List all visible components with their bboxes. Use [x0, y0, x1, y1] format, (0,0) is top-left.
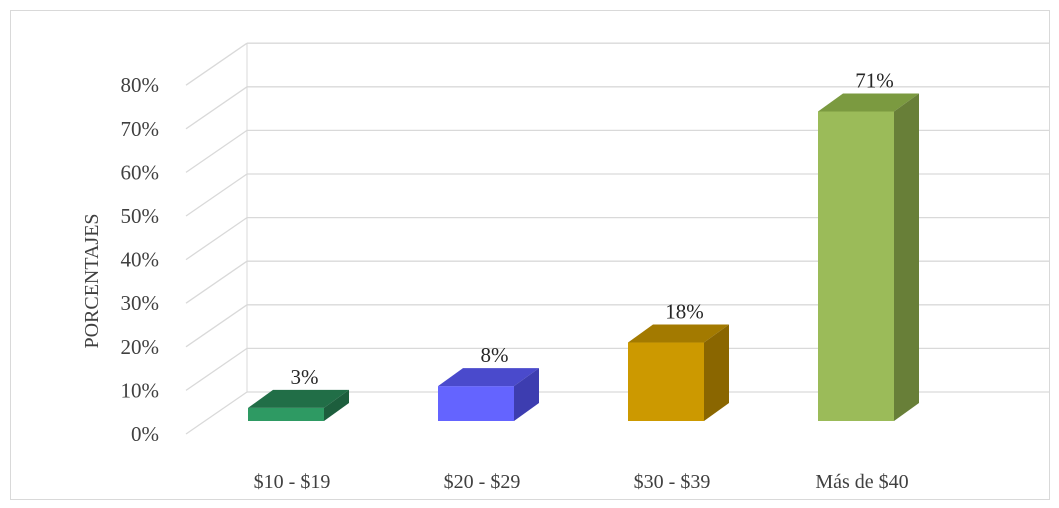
data-labels: 3% 8% 18% 71% — [291, 68, 894, 388]
bar-chart: 0% 10% 20% 30% 40% 50% 60% 70% 80% $10 - $19 $20 … — [11, 11, 1049, 499]
y-axis-ticks: 0% 10% 20% 30% 40% 50% 60% 70% 80% — [121, 73, 160, 446]
bar-1 — [248, 390, 349, 421]
data-label: 8% — [481, 343, 509, 367]
gridline-side-60 — [186, 130, 247, 172]
bar-front-face — [628, 343, 704, 421]
gridline-side-50 — [186, 174, 247, 216]
y-tick-label: 30% — [121, 291, 160, 315]
x-axis-categories: $10 - $19 $20 - $29 $30 - $39 Más de $40 — [254, 471, 909, 493]
x-category-label: $10 - $19 — [254, 471, 331, 493]
bar-front-face — [248, 408, 324, 421]
bar-front-face — [818, 111, 894, 421]
data-label: 3% — [291, 365, 319, 389]
bar-front-face — [438, 386, 514, 421]
bar-2 — [438, 368, 539, 421]
y-axis-title: PORCENTAJES — [81, 213, 103, 348]
gridline-side-40 — [186, 218, 247, 260]
gridline-side-30 — [186, 261, 247, 303]
y-tick-label: 40% — [121, 248, 160, 272]
gridline-side-20 — [186, 305, 247, 347]
y-tick-label: 60% — [121, 160, 160, 184]
x-category-label: Más de $40 — [815, 471, 908, 493]
chart-area: 0% 10% 20% 30% 40% 50% 60% 70% 80% $10 - $19 $20 … — [10, 10, 1050, 500]
bar-4 — [818, 93, 919, 421]
data-label: 18% — [665, 300, 704, 324]
y-tick-label: 50% — [121, 204, 160, 228]
gridline-side-0 — [186, 392, 247, 434]
x-category-label: $30 - $39 — [634, 471, 711, 493]
gridline-side-70 — [186, 87, 247, 129]
y-tick-label: 20% — [121, 335, 160, 359]
bar-side-face — [894, 93, 919, 421]
gridline-side-10 — [186, 348, 247, 390]
y-tick-label: 70% — [121, 117, 160, 141]
y-tick-label: 0% — [131, 422, 159, 446]
data-label: 71% — [855, 68, 894, 92]
x-category-label: $20 - $29 — [444, 471, 521, 493]
bar-3 — [628, 325, 729, 421]
y-tick-label: 80% — [121, 73, 160, 97]
gridline-side-80 — [186, 43, 247, 85]
y-tick-label: 10% — [121, 378, 160, 402]
bars — [248, 93, 919, 421]
